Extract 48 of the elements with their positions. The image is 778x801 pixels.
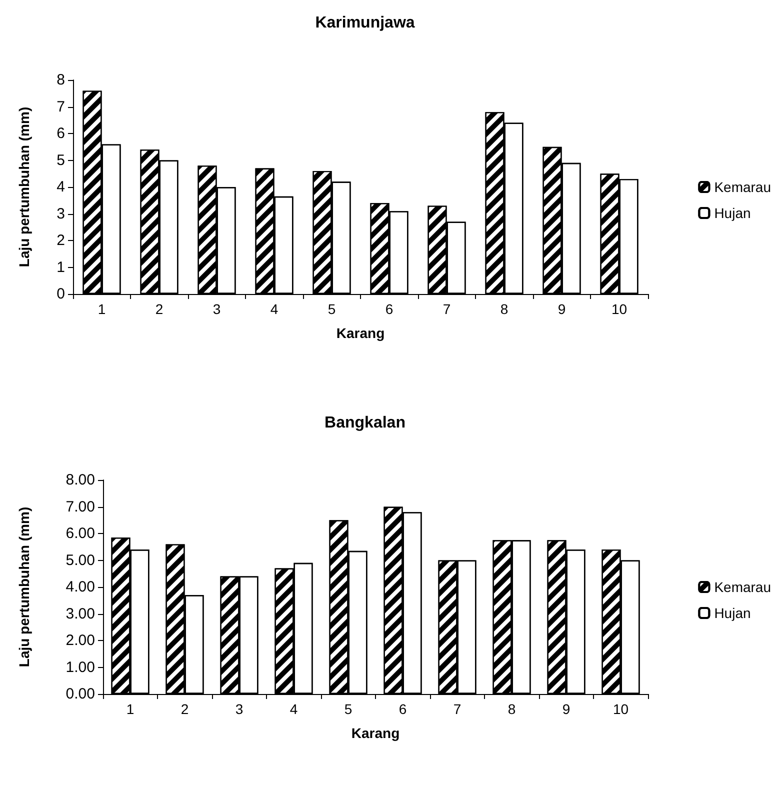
y-tick-label: 7.00 <box>66 498 95 516</box>
legend-label: Hujan <box>714 605 751 621</box>
legend-label: Kemarau <box>714 579 772 595</box>
y-tick-label: 0.00 <box>66 686 95 702</box>
y-axis-title: Laju pertumbuhan (mm) <box>16 106 32 268</box>
y-tick-label: 4 <box>56 178 65 196</box>
y-tick-label: 1 <box>56 258 65 276</box>
y-tick-label: 5.00 <box>66 552 95 569</box>
x-tick-label: 3 <box>212 301 221 317</box>
chart-title: Bangkalan <box>324 414 406 432</box>
x-tick-label: 4 <box>270 301 278 317</box>
y-tick-label: 2.00 <box>66 632 95 649</box>
x-tick-label: 5 <box>344 701 352 717</box>
x-tick-label: 1 <box>98 301 106 317</box>
chart-title: Karimunjawa <box>315 14 415 32</box>
x-tick-label: 9 <box>558 301 566 317</box>
legend-label: Kemarau <box>714 179 772 195</box>
x-tick-label: 10 <box>612 701 629 717</box>
y-tick-label: 4.00 <box>66 578 95 596</box>
x-tick-label: 9 <box>562 701 570 717</box>
y-tick-label: 8.00 <box>66 472 95 488</box>
x-tick-label: 7 <box>442 301 451 317</box>
x-tick-label: 6 <box>385 301 394 317</box>
y-tick-label: 2 <box>56 232 65 249</box>
x-tick-label: 4 <box>290 701 298 717</box>
x-tick-label: 3 <box>235 701 244 717</box>
y-tick-label: 5 <box>56 152 65 169</box>
x-tick-label: 2 <box>155 301 164 317</box>
y-tick-label: 3.00 <box>66 605 95 622</box>
x-tick-label: 6 <box>398 701 407 717</box>
x-tick-label: 8 <box>508 701 516 717</box>
x-tick-label: 8 <box>500 301 508 317</box>
x-tick-label: 10 <box>611 301 628 317</box>
x-tick-label: 1 <box>126 701 134 717</box>
y-tick-label: 6 <box>56 125 65 142</box>
x-axis-title: Karang <box>351 725 400 741</box>
y-tick-label: 8 <box>56 72 65 88</box>
y-axis-title: Laju pertumbuhan (mm) <box>16 506 32 668</box>
y-tick-label: 1.00 <box>66 658 95 676</box>
legend-label: Hujan <box>714 205 751 221</box>
x-tick-label: 2 <box>180 701 189 717</box>
x-axis-title: Karang <box>336 325 385 341</box>
y-tick-label: 7 <box>56 98 65 116</box>
x-tick-label: 5 <box>328 301 336 317</box>
y-tick-label: 3 <box>56 205 65 222</box>
x-tick-label: 7 <box>453 701 462 717</box>
y-tick-label: 0 <box>56 286 65 302</box>
y-tick-label: 6.00 <box>66 525 95 542</box>
